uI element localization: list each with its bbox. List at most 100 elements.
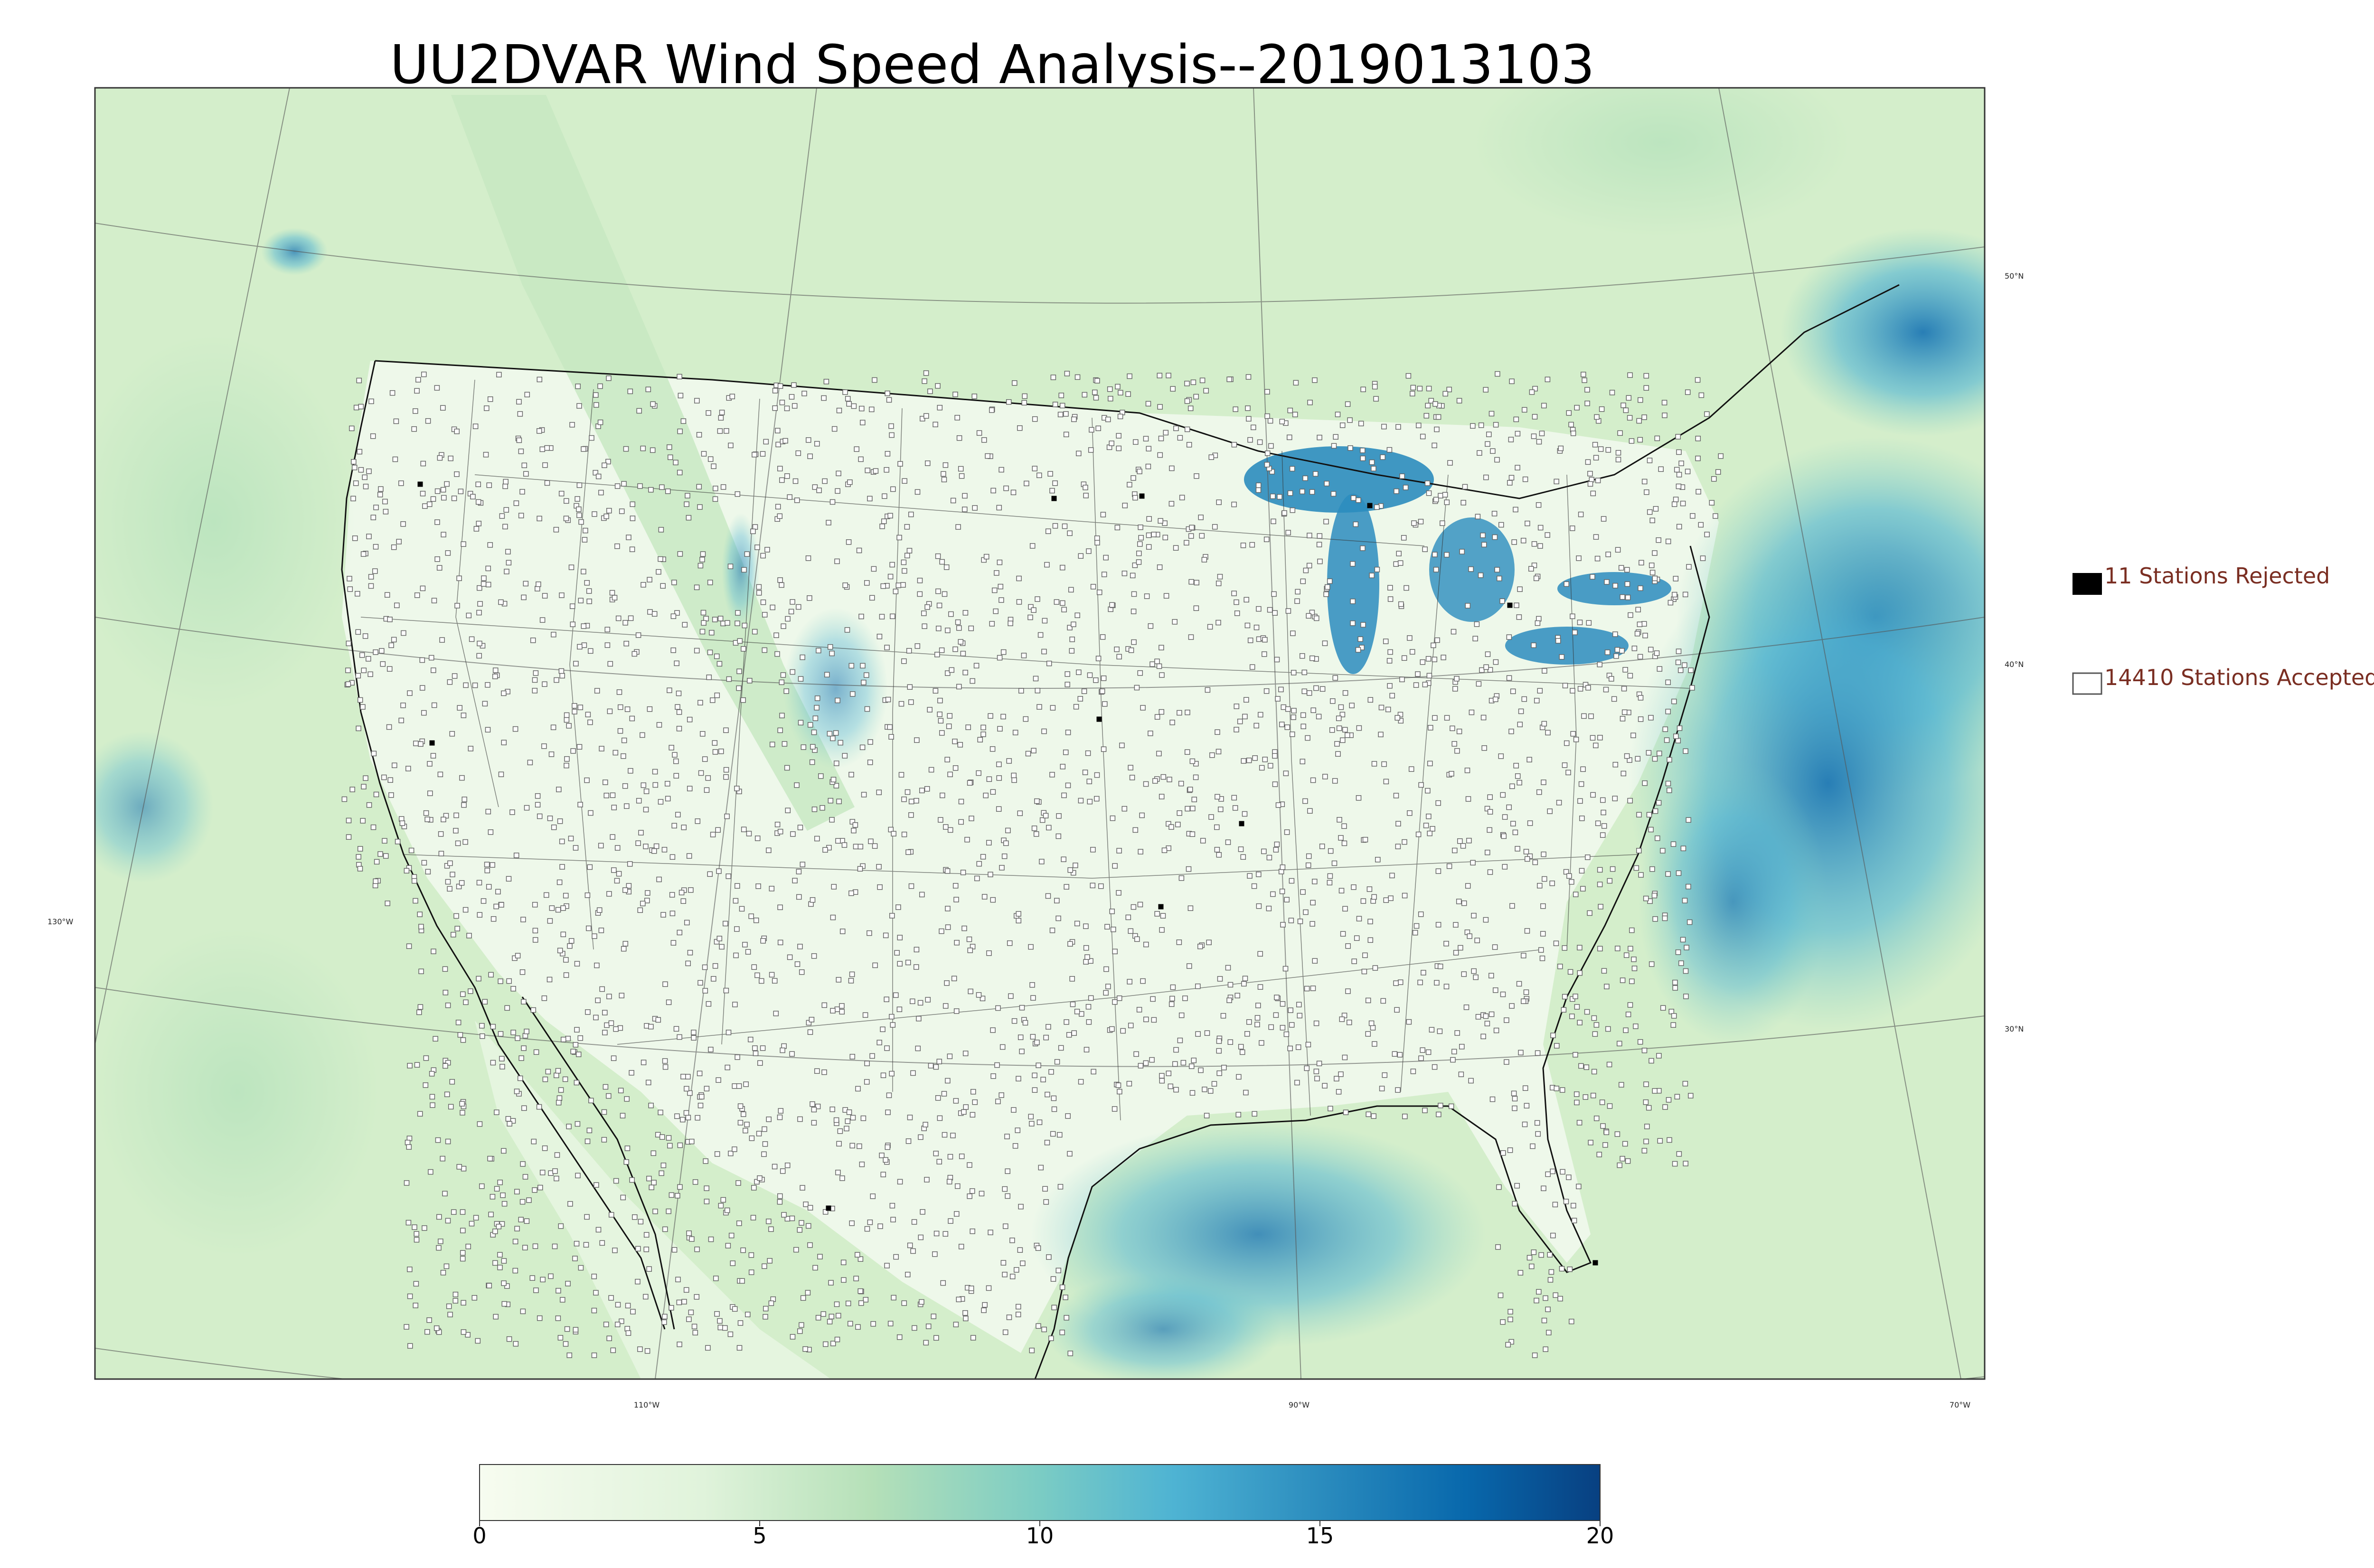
- station-marker: [559, 592, 565, 598]
- station-marker: [945, 906, 951, 911]
- station-marker: [872, 962, 878, 968]
- station-marker: [914, 643, 921, 649]
- station-marker: [859, 744, 866, 751]
- station-marker: [652, 782, 659, 788]
- station-marker: [1158, 518, 1163, 524]
- station-marker: [674, 660, 679, 667]
- station-marker: [1105, 984, 1111, 989]
- station-marker: [1404, 585, 1409, 591]
- station-marker: [762, 1141, 768, 1147]
- station-marker: [1637, 654, 1643, 660]
- station-marker: [701, 620, 707, 626]
- station-marker: [530, 1007, 537, 1013]
- station-marker: [1435, 414, 1441, 420]
- station-marker: [1516, 981, 1522, 987]
- station-marker: [1300, 578, 1306, 584]
- station-marker: [1234, 704, 1240, 709]
- station-marker: [1071, 416, 1077, 423]
- station-marker: [621, 481, 627, 487]
- station-marker: [772, 978, 778, 984]
- station-marker: [1245, 405, 1251, 411]
- station-marker: [895, 582, 902, 588]
- station-marker: [952, 739, 958, 744]
- station-marker: [905, 959, 911, 966]
- station-marker: [722, 1325, 728, 1331]
- station-marker: [659, 484, 665, 490]
- station-marker: [772, 388, 778, 394]
- station-marker: [697, 980, 703, 986]
- station-marker: [1599, 406, 1605, 412]
- station-marker: [802, 1346, 808, 1352]
- station-marker: [1300, 712, 1306, 718]
- station-marker: [1426, 813, 1432, 819]
- station-marker: [1043, 1034, 1049, 1041]
- station-marker: [414, 388, 420, 394]
- station-marker: [723, 987, 729, 994]
- station-marker: [1083, 493, 1089, 498]
- station-marker: [1603, 1129, 1610, 1136]
- station-marker: [970, 1089, 976, 1095]
- station-marker: [1635, 756, 1641, 762]
- station-marker: [1478, 422, 1484, 428]
- station-marker: [524, 805, 530, 811]
- station-marker: [1380, 454, 1385, 460]
- station-marker: [1217, 573, 1223, 580]
- station-marker: [848, 771, 854, 778]
- station-marker: [1032, 1072, 1037, 1079]
- station-marker: [494, 1109, 499, 1115]
- station-marker: [1095, 656, 1102, 661]
- station-marker: [1532, 385, 1538, 392]
- station-marker: [1083, 923, 1089, 929]
- station-marker: [1623, 952, 1630, 958]
- station-marker: [779, 679, 785, 685]
- station-marker: [1022, 393, 1027, 399]
- station-marker: [1132, 562, 1138, 568]
- station-marker: [953, 897, 959, 902]
- station-marker: [1291, 708, 1297, 714]
- station-marker: [1264, 450, 1271, 456]
- station-marker: [1413, 923, 1420, 929]
- station-marker: [830, 735, 836, 742]
- station-marker: [584, 1214, 590, 1220]
- station-marker: [741, 646, 746, 652]
- station-marker: [433, 1036, 438, 1042]
- station-marker: [921, 610, 927, 616]
- station-marker: [1342, 1054, 1348, 1061]
- station-marker: [1343, 1109, 1349, 1115]
- station-marker: [1549, 880, 1555, 886]
- station-marker: [1665, 679, 1671, 685]
- station-marker: [1144, 593, 1150, 599]
- station-marker: [462, 839, 468, 845]
- station-marker: [942, 1231, 949, 1237]
- station-marker: [383, 853, 389, 859]
- station-marker: [769, 972, 775, 978]
- station-marker: [358, 404, 364, 410]
- station-marker: [599, 986, 605, 992]
- station-marker: [1406, 1019, 1412, 1025]
- station-marker: [810, 744, 816, 750]
- station-marker: [785, 807, 791, 813]
- station-marker: [514, 1189, 520, 1194]
- station-marker: [1471, 912, 1477, 919]
- station-marker: [1307, 808, 1313, 814]
- station-marker: [980, 995, 986, 1002]
- station-marker: [1193, 605, 1199, 611]
- station-marker: [728, 1232, 735, 1239]
- station-marker: [1215, 581, 1222, 586]
- station-marker: [1456, 728, 1462, 734]
- station-marker: [677, 930, 683, 936]
- station-marker: [461, 1300, 466, 1306]
- station-marker: [1646, 750, 1652, 756]
- station-marker: [1533, 575, 1539, 582]
- station-marker: [1593, 1116, 1600, 1121]
- station-marker: [818, 773, 824, 779]
- station-marker: [1065, 671, 1070, 677]
- station-marker: [1393, 793, 1399, 798]
- station-marker: [782, 438, 788, 444]
- station-marker: [1487, 794, 1493, 800]
- station-marker: [1545, 376, 1551, 383]
- station-marker: [406, 1144, 412, 1150]
- station-marker: [419, 685, 425, 691]
- station-marker: [736, 668, 742, 674]
- station-marker: [1665, 709, 1671, 714]
